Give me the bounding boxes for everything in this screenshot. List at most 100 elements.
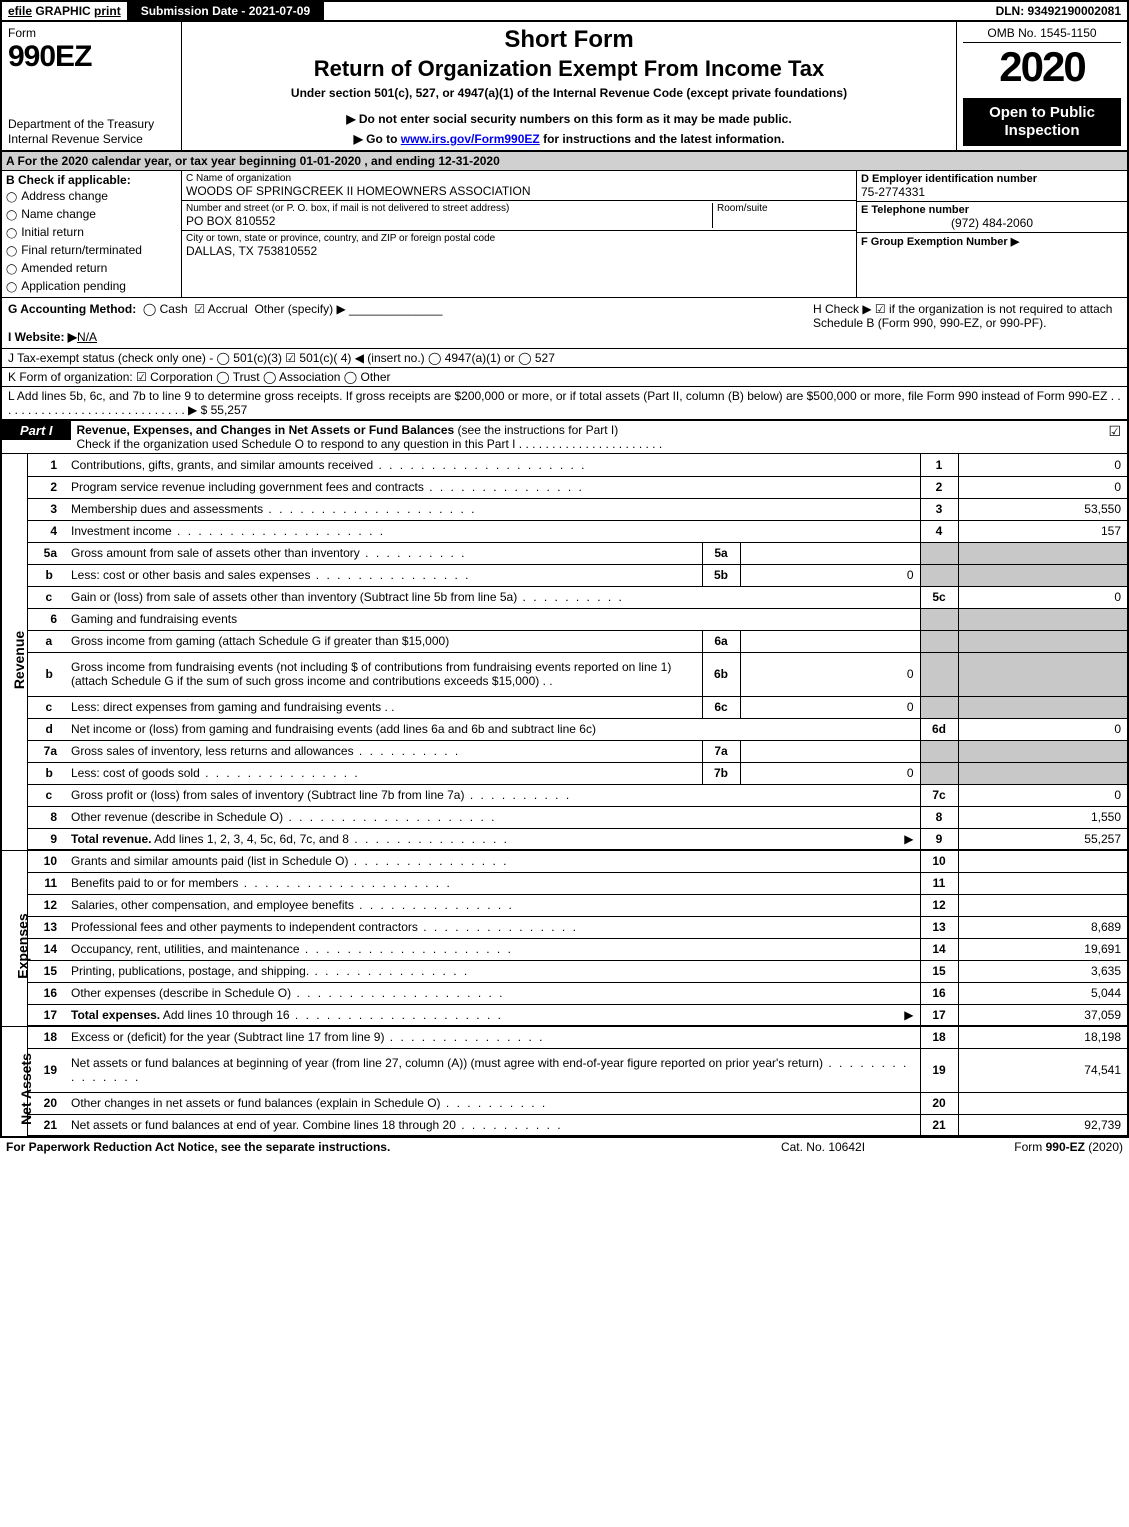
chk-address[interactable]: Address change [6, 187, 177, 205]
outbox-val: 1,550 [958, 806, 1128, 828]
line-number: 9 [27, 828, 65, 850]
side-label: Expenses [1, 850, 27, 1026]
form-number: 990EZ [8, 40, 175, 74]
box-j: J Tax-exempt status (check only one) - ◯… [0, 349, 1129, 368]
outbox-no [920, 696, 958, 718]
department: Department of the Treasury Internal Reve… [8, 117, 175, 146]
submission-date: Submission Date - 2021-07-09 [129, 2, 324, 20]
line-number: 12 [27, 894, 65, 916]
i-label: I Website: ▶ [8, 330, 77, 344]
table-row: 8Other revenue (describe in Schedule O)8… [1, 806, 1128, 828]
line-desc: Gain or (loss) from sale of assets other… [65, 586, 920, 608]
title-4: ▶ Do not enter social security numbers o… [190, 112, 948, 126]
line-desc: Total expenses. Add lines 10 through 16 … [65, 1004, 920, 1026]
top-bar: efile GRAPHIC print Submission Date - 20… [0, 0, 1129, 22]
line-desc: Gross amount from sale of assets other t… [65, 542, 702, 564]
part1-checkbox[interactable]: ☑ [1102, 421, 1127, 442]
inbox-val: 0 [740, 696, 920, 718]
outbox-no: 3 [920, 498, 958, 520]
outbox-no: 6d [920, 718, 958, 740]
outbox-val: 92,739 [958, 1114, 1128, 1136]
outbox-val [958, 872, 1128, 894]
addr-row: Number and street (or P. O. box, if mail… [182, 201, 856, 231]
city-row: City or town, state or province, country… [182, 231, 856, 260]
line-number: 10 [27, 850, 65, 872]
ein-label: D Employer identification number [861, 173, 1123, 185]
box-h: H Check ▶ ☑ if the organization is not r… [807, 298, 1127, 348]
line-desc: Less: cost of goods sold [65, 762, 702, 784]
inbox-val: 0 [740, 652, 920, 696]
chk-initial[interactable]: Initial return [6, 223, 177, 241]
outbox-no [920, 740, 958, 762]
line-number: b [27, 564, 65, 586]
chk-name[interactable]: Name change [6, 205, 177, 223]
title-1: Short Form [190, 26, 948, 54]
table-row: 13Professional fees and other payments t… [1, 916, 1128, 938]
line-number: 3 [27, 498, 65, 520]
part1-tag: Part I [2, 421, 71, 440]
outbox-no [920, 608, 958, 630]
outbox-val [958, 762, 1128, 784]
outbox-no: 11 [920, 872, 958, 894]
line-desc: Professional fees and other payments to … [65, 916, 920, 938]
efile-print-link[interactable]: efile GRAPHIC print [2, 2, 129, 20]
outbox-val: 53,550 [958, 498, 1128, 520]
table-row: 2Program service revenue including gover… [1, 476, 1128, 498]
outbox-no: 1 [920, 454, 958, 476]
table-row: 11Benefits paid to or for members11 [1, 872, 1128, 894]
form-label: Form [8, 26, 175, 40]
chk-amended[interactable]: Amended return [6, 259, 177, 277]
outbox-val [958, 894, 1128, 916]
table-row: cLess: direct expenses from gaming and f… [1, 696, 1128, 718]
outbox-no [920, 564, 958, 586]
line-number: c [27, 784, 65, 806]
dept-line1: Department of the Treasury [8, 117, 175, 131]
line-desc: Other revenue (describe in Schedule O) [65, 806, 920, 828]
outbox-val: 0 [958, 784, 1128, 806]
table-row: 7aGross sales of inventory, less returns… [1, 740, 1128, 762]
g-cash[interactable]: Cash [160, 302, 188, 316]
g-label: G Accounting Method: [8, 302, 136, 316]
title5-a: ▶ Go to [354, 132, 401, 146]
header-title: Short Form Return of Organization Exempt… [182, 22, 957, 150]
table-row: Expenses10Grants and similar amounts pai… [1, 850, 1128, 872]
box-d: D Employer identification number 75-2774… [857, 171, 1127, 202]
outbox-val: 37,059 [958, 1004, 1128, 1026]
table-row: 9Total revenue. Add lines 1, 2, 3, 4, 5c… [1, 828, 1128, 850]
line-desc: Salaries, other compensation, and employ… [65, 894, 920, 916]
outbox-val [958, 740, 1128, 762]
line-desc: Less: cost or other basis and sales expe… [65, 564, 702, 586]
org-name: WOODS OF SPRINGCREEK II HOMEOWNERS ASSOC… [186, 184, 852, 198]
outbox-no: 13 [920, 916, 958, 938]
outbox-no: 20 [920, 1092, 958, 1114]
inbox-val [740, 542, 920, 564]
g-accrual[interactable]: Accrual [208, 302, 248, 316]
part1-title: Revenue, Expenses, and Changes in Net As… [71, 421, 1103, 453]
table-row: dNet income or (loss) from gaming and fu… [1, 718, 1128, 740]
table-row: bLess: cost of goods sold7b0 [1, 762, 1128, 784]
line-number: 11 [27, 872, 65, 894]
outbox-val [958, 1092, 1128, 1114]
line-desc: Excess or (deficit) for the year (Subtra… [65, 1026, 920, 1048]
open-public: Open to Public Inspection [963, 98, 1121, 146]
outbox-val [958, 696, 1128, 718]
irs-link[interactable]: www.irs.gov/Form990EZ [401, 132, 540, 146]
line-number: 7a [27, 740, 65, 762]
line-number: 17 [27, 1004, 65, 1026]
chk-final[interactable]: Final return/terminated [6, 241, 177, 259]
table-row: 20Other changes in net assets or fund ba… [1, 1092, 1128, 1114]
table-row: 19Net assets or fund balances at beginni… [1, 1048, 1128, 1092]
line-number: 13 [27, 916, 65, 938]
box-c: C Name of organization WOODS OF SPRINGCR… [182, 171, 857, 297]
g-other[interactable]: Other (specify) ▶ [254, 302, 345, 316]
outbox-no: 7c [920, 784, 958, 806]
omb-number: OMB No. 1545-1150 [963, 26, 1121, 43]
part1-header: Part I Revenue, Expenses, and Changes in… [0, 421, 1129, 454]
line-desc: Gross profit or (loss) from sales of inv… [65, 784, 920, 806]
city-label: City or town, state or province, country… [186, 233, 852, 244]
box-b: B Check if applicable: Address change Na… [2, 171, 182, 297]
outbox-val: 8,689 [958, 916, 1128, 938]
line-number: b [27, 762, 65, 784]
addr-label: Number and street (or P. O. box, if mail… [186, 203, 712, 214]
chk-pending[interactable]: Application pending [6, 277, 177, 295]
